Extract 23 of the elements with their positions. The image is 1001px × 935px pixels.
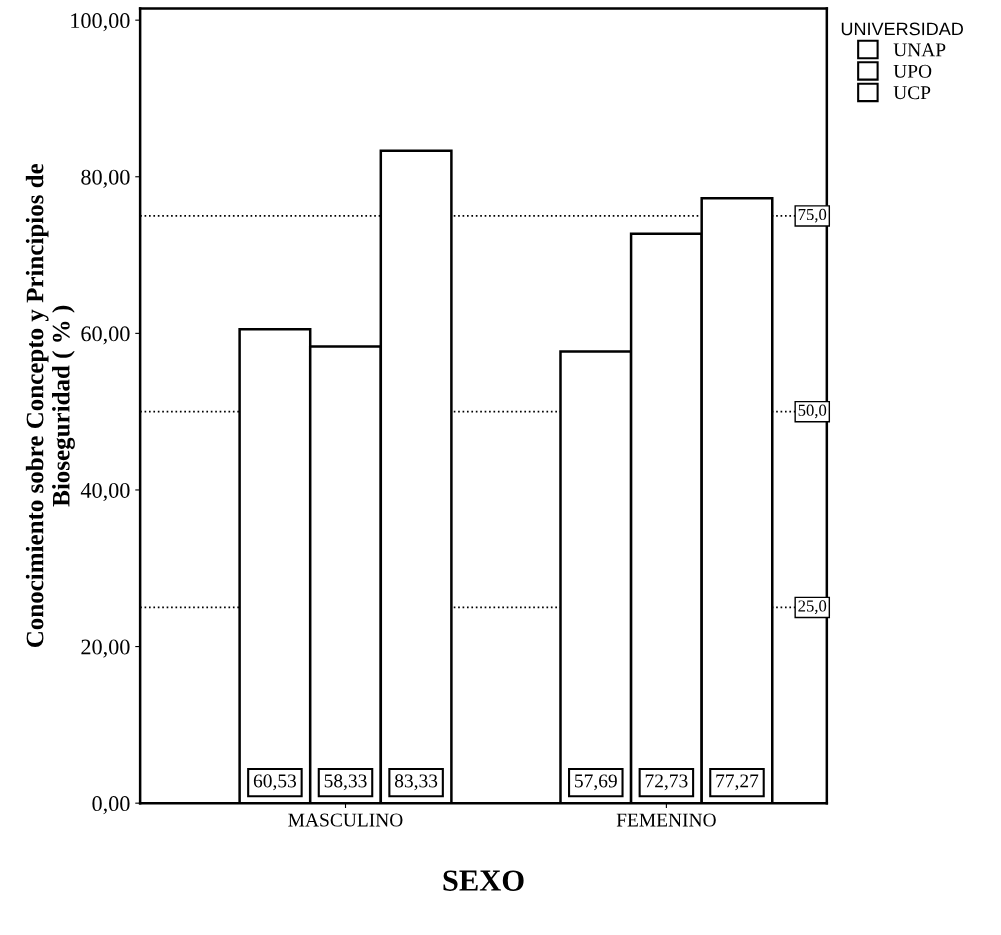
- y-tick-label: 20,00: [81, 639, 130, 658]
- ref-line-label: 75,0: [798, 208, 827, 223]
- data-label: 72,73: [645, 774, 688, 791]
- legend-title: UNIVERSIDAD: [841, 22, 963, 36]
- data-label: 83,33: [394, 774, 438, 791]
- x-axis-title: SEXO: [443, 870, 524, 891]
- x-tick-label: FEMENINO: [616, 813, 716, 827]
- legend-label: UPO: [893, 64, 932, 78]
- y-tick-label: 40,00: [80, 482, 130, 502]
- y-tick-label: 80,00: [81, 169, 130, 188]
- data-label: 77,27: [716, 774, 759, 791]
- data-label: 58,33: [324, 774, 367, 791]
- legend-label: UNAP: [893, 43, 946, 57]
- ref-line-label: 50,0: [798, 404, 827, 419]
- ref-line-label: 25,0: [798, 600, 827, 614]
- y-tick-label: 60,00: [81, 326, 130, 345]
- y-axis-title: Conocimiento sobre Concepto y Principios de Bioseguridad ( % ): [25, 163, 75, 648]
- data-label: 60,53: [253, 774, 297, 791]
- legend-label: UCP: [893, 86, 931, 100]
- data-label: 57,69: [575, 774, 617, 791]
- y-tick-label: 100,00: [71, 13, 130, 32]
- x-tick-label: MASCULINO: [288, 813, 403, 827]
- y-tick-label: 0,00: [92, 796, 130, 815]
